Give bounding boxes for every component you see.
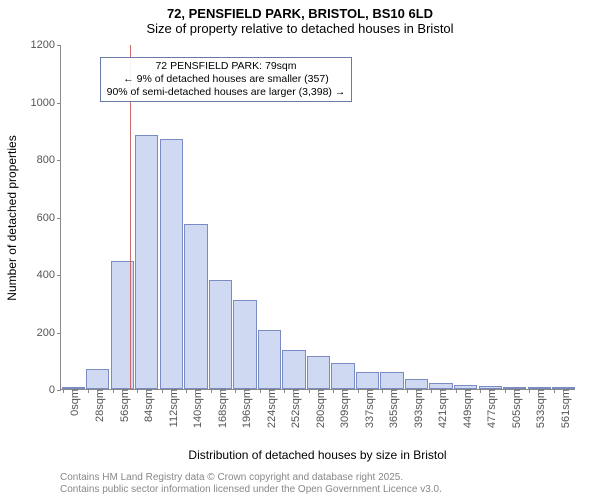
x-tick-label: 28sqm (92, 389, 106, 422)
chart-title-line1: 72, PENSFIELD PARK, BRISTOL, BS10 6LD (0, 0, 600, 21)
x-tick-label: 337sqm (362, 389, 376, 428)
x-tick-label: 0sqm (67, 389, 81, 416)
chart-container: 72, PENSFIELD PARK, BRISTOL, BS10 6LD Si… (0, 0, 600, 500)
histogram-bar (405, 379, 428, 389)
histogram-bar (135, 135, 158, 389)
histogram-bar (233, 300, 256, 389)
x-tick-label: 84sqm (141, 389, 155, 422)
annotation-line: 90% of semi-detached houses are larger (… (107, 86, 346, 99)
histogram-bar (209, 280, 232, 389)
x-tick-label: 280sqm (313, 389, 327, 428)
x-tick-label: 140sqm (190, 389, 204, 428)
annotation-line: ← 9% of detached houses are smaller (357… (107, 73, 346, 86)
x-tick-label: 533sqm (533, 389, 547, 428)
histogram-bar (331, 363, 354, 389)
x-tick-label: 505sqm (509, 389, 523, 428)
x-tick-label: 309sqm (337, 389, 351, 428)
footer-line: Contains HM Land Registry data © Crown c… (60, 472, 600, 484)
histogram-bar (160, 139, 183, 389)
x-tick-label: 56sqm (117, 389, 131, 422)
y-axis-label: Number of detached properties (5, 135, 19, 300)
histogram-bar (380, 372, 403, 389)
x-tick-label: 168sqm (215, 389, 229, 428)
x-tick-label: 561sqm (558, 389, 572, 428)
x-tick-label: 393sqm (411, 389, 425, 428)
histogram-bar (282, 350, 305, 389)
x-tick-label: 477sqm (484, 389, 498, 428)
x-tick-label: 196sqm (239, 389, 253, 428)
x-tick-label: 224sqm (264, 389, 278, 428)
footer-attribution: Contains HM Land Registry data © Crown c… (60, 472, 600, 496)
histogram-bar (258, 330, 281, 389)
x-tick-label: 449sqm (460, 389, 474, 428)
histogram-bar (86, 369, 109, 389)
x-tick-label: 112sqm (166, 389, 180, 427)
annotation-box: 72 PENSFIELD PARK: 79sqm← 9% of detached… (100, 57, 353, 102)
histogram-bar (307, 356, 330, 389)
x-axis-label: Distribution of detached houses by size … (188, 448, 446, 462)
histogram-bar (184, 224, 207, 389)
x-tick-label: 252sqm (288, 389, 302, 428)
x-tick-label: 365sqm (386, 389, 400, 428)
footer-line: Contains public sector information licen… (60, 484, 600, 496)
plot-area: 72 PENSFIELD PARK: 79sqm← 9% of detached… (60, 45, 575, 390)
annotation-line: 72 PENSFIELD PARK: 79sqm (107, 60, 346, 73)
histogram-bar (356, 372, 379, 389)
x-tick-label: 421sqm (435, 389, 449, 428)
chart-title-line2: Size of property relative to detached ho… (0, 21, 600, 36)
